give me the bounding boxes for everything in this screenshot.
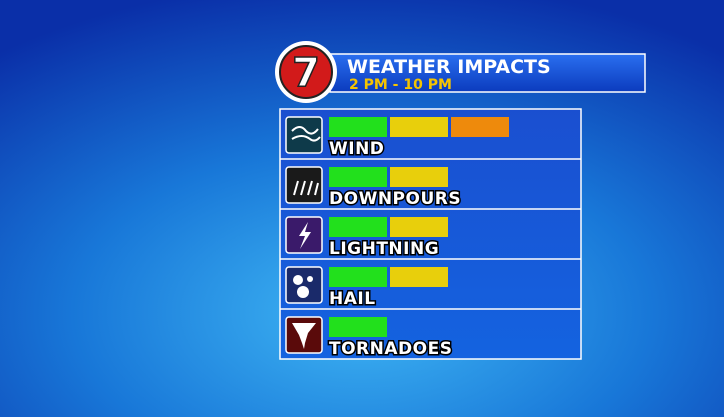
logo-text: 7 [292, 50, 320, 96]
impact-block [329, 217, 387, 237]
logo-disc [279, 45, 333, 99]
impact-block [329, 317, 387, 337]
impact-block [329, 267, 387, 287]
impact-block [390, 267, 448, 287]
icon-glyph [299, 222, 311, 249]
impact-label: TORNADOES [329, 339, 452, 359]
impact-label: LIGHTNING [329, 239, 439, 259]
title-bar [329, 53, 646, 93]
icon-glyph [293, 275, 303, 285]
icon [285, 116, 323, 154]
impact-block [451, 117, 509, 137]
impact-block [390, 167, 448, 187]
icon-glyph [292, 323, 316, 349]
impact-block [390, 117, 448, 137]
icon-glyph [291, 126, 321, 142]
icon-glyph [307, 276, 313, 282]
impact-block [390, 217, 448, 237]
icon-glyph [293, 180, 319, 196]
impact-table: WIND DOWNPOURS LIGHTNING HAIL TORNADOES [279, 108, 582, 361]
impact-block [329, 167, 387, 187]
impact-label: WIND [329, 139, 384, 159]
impact-label: HAIL [329, 289, 376, 309]
impact-block [329, 117, 387, 137]
subtitle: 2 PM - 10 PM [349, 77, 452, 93]
impact-label: DOWNPOURS [329, 189, 461, 209]
title: WEATHER IMPACTS [347, 56, 551, 78]
icon-glyph [297, 286, 309, 298]
